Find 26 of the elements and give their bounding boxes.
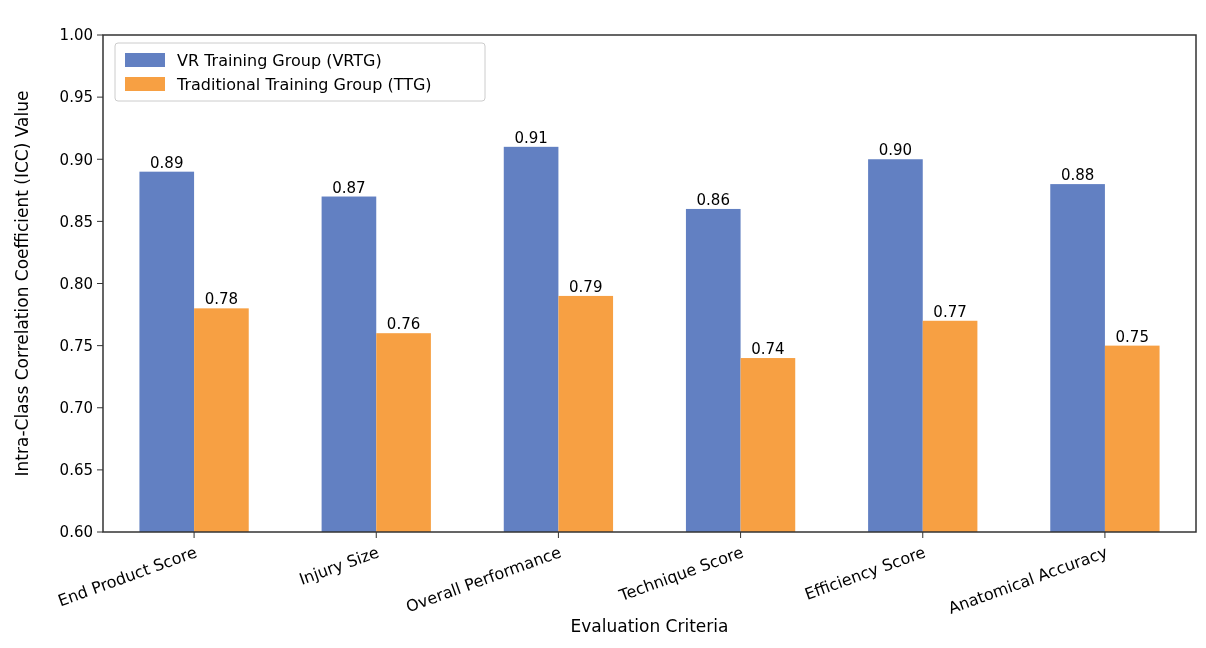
data-label: 0.79 xyxy=(569,277,603,296)
data-label: 0.87 xyxy=(332,178,366,197)
data-label: 0.91 xyxy=(514,128,548,147)
legend-label: VR Training Group (VRTG) xyxy=(177,50,382,70)
data-label: 0.74 xyxy=(751,340,785,359)
y-tick-label: 1.00 xyxy=(59,26,93,45)
data-label: 0.78 xyxy=(204,290,239,309)
y-tick-label: 0.80 xyxy=(59,274,93,293)
legend-label: Traditional Training Group (TTG) xyxy=(176,74,432,94)
y-tick-label: 0.60 xyxy=(59,523,93,542)
y-tick-label: 0.95 xyxy=(59,88,93,107)
data-label: 0.89 xyxy=(150,153,184,172)
x-tick-label: Injury Size xyxy=(296,542,382,589)
y-axis-title: Intra-Class Correlation Coefficient (ICC) Value xyxy=(12,90,32,477)
data-label: 0.76 xyxy=(386,315,421,334)
data-label: 0.75 xyxy=(1115,327,1149,346)
x-axis-title: Evaluation Criteria xyxy=(570,616,729,636)
y-tick-label: 0.65 xyxy=(59,461,93,480)
y-tick-label: 0.70 xyxy=(59,399,93,417)
data-label: 0.90 xyxy=(878,141,913,160)
data-label: 0.86 xyxy=(696,190,730,209)
data-label: 0.77 xyxy=(933,302,967,321)
y-tick-label: 0.75 xyxy=(59,336,93,355)
y-tick-label: 0.90 xyxy=(59,150,93,169)
data-label: 0.88 xyxy=(1060,166,1095,185)
y-tick-label: 0.85 xyxy=(59,212,93,231)
